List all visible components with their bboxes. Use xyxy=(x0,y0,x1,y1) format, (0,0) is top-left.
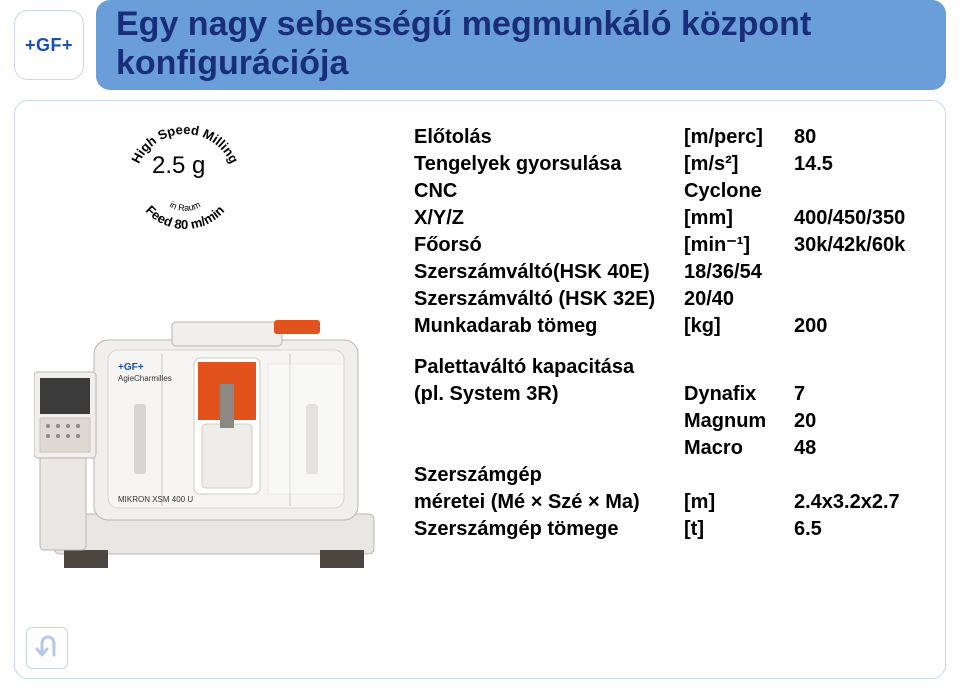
spec-label xyxy=(414,435,684,462)
spec-row: CNCCyclone xyxy=(414,178,934,205)
spec-unit: [m] xyxy=(684,489,794,516)
machine-brand-top: +GF+ xyxy=(118,362,144,373)
spec-unit: [min⁻¹] xyxy=(684,232,794,259)
slide-title: Egy nagy sebességű megmunkáló központ ko… xyxy=(96,0,946,90)
spec-row: X/Y/Z[mm]400/450/350 xyxy=(414,205,934,232)
spec-value: 6.5 xyxy=(794,516,934,543)
spec-unit xyxy=(684,462,794,489)
spec-unit: Cyclone xyxy=(684,178,794,205)
spec-value: 20 xyxy=(794,408,934,435)
spec-row: Macro48 xyxy=(414,435,934,462)
spec-value: 30k/42k/60k xyxy=(794,232,934,259)
spec-unit: Macro xyxy=(684,435,794,462)
spec-row: Szerszámváltó(HSK 40E)18/36/54 xyxy=(414,259,934,286)
spec-row: Szerszámgép xyxy=(414,462,934,489)
spec-value: 80 xyxy=(794,124,934,151)
spec-row: Főorsó[min⁻¹]30k/42k/60k xyxy=(414,232,934,259)
spec-label: Szerszámváltó(HSK 40E) xyxy=(414,259,684,286)
spec-value xyxy=(794,178,934,205)
spec-unit: [m/s²] xyxy=(684,151,794,178)
spec-unit: 20/40 xyxy=(684,286,794,313)
back-button[interactable] xyxy=(26,627,68,669)
spec-value: 400/450/350 xyxy=(794,205,934,232)
machine-brand-sub: AgieCharmilles xyxy=(118,374,172,383)
machine-model-label: MIKRON XSM 400 U xyxy=(118,495,193,504)
spec-value: 14.5 xyxy=(794,151,934,178)
circle-mid-text: in Raum xyxy=(168,199,202,213)
spec-label: Szerszámgép xyxy=(414,462,684,489)
spec-row: Magnum20 xyxy=(414,408,934,435)
spec-label: (pl. System 3R) xyxy=(414,381,684,408)
spec-label: Munkadarab tömeg xyxy=(414,313,684,340)
spec-value: 200 xyxy=(794,313,934,340)
title-line-1: Egy nagy sebességű megmunkáló központ xyxy=(116,5,926,44)
spec-unit: [m/perc] xyxy=(684,124,794,151)
gf-logo-badge: +GF+ xyxy=(14,10,84,80)
acceleration-value: 2.5 g xyxy=(152,152,205,180)
spec-value: 48 xyxy=(794,435,934,462)
spec-row: Előtolás[m/perc]80 xyxy=(414,124,934,151)
spec-row: méretei (Mé × Szé × Ma)[m]2.4x3.2x2.7 xyxy=(414,489,934,516)
spec-label xyxy=(414,408,684,435)
spec-unit: [kg] xyxy=(684,313,794,340)
u-turn-back-icon xyxy=(32,633,62,663)
spec-unit: [t] xyxy=(684,516,794,543)
title-line-2: konfigurációja xyxy=(116,44,926,83)
machine-illustration: +GF+ AgieCharmilles MIKRON XSM 400 U xyxy=(34,254,404,574)
spec-label: X/Y/Z xyxy=(414,205,684,232)
spec-row: Szerszámváltó (HSK 32E)20/40 xyxy=(414,286,934,313)
spec-value xyxy=(794,286,934,313)
gf-logo-text: +GF+ xyxy=(25,35,73,56)
spec-value: 7 xyxy=(794,381,934,408)
pallet-header: Palettaváltó kapacitása xyxy=(414,354,684,381)
spec-label: Szerszámgép tömege xyxy=(414,516,684,543)
spec-label: Főorsó xyxy=(414,232,684,259)
spec-value xyxy=(794,462,934,489)
spec-label: Előtolás xyxy=(414,124,684,151)
spec-row: Szerszámgép tömege[t]6.5 xyxy=(414,516,934,543)
spec-label: méretei (Mé × Szé × Ma) xyxy=(414,489,684,516)
spec-row: Munkadarab tömeg[kg]200 xyxy=(414,313,934,340)
spec-row: Tengelyek gyorsulása[m/s²]14.5 xyxy=(414,151,934,178)
spec-label: Szerszámváltó (HSK 32E) xyxy=(414,286,684,313)
spec-row: (pl. System 3R)Dynafix7 xyxy=(414,381,934,408)
svg-text:in Raum: in Raum xyxy=(168,199,202,213)
spec-label: CNC xyxy=(414,178,684,205)
spec-label: Tengelyek gyorsulása xyxy=(414,151,684,178)
spec-unit: Dynafix xyxy=(684,381,794,408)
spec-value xyxy=(794,259,934,286)
spec-unit: Magnum xyxy=(684,408,794,435)
spec-unit: [mm] xyxy=(684,205,794,232)
spec-table: Előtolás[m/perc]80Tengelyek gyorsulása[m… xyxy=(414,124,934,543)
spec-unit: 18/36/54 xyxy=(684,259,794,286)
spec-value: 2.4x3.2x2.7 xyxy=(794,489,934,516)
